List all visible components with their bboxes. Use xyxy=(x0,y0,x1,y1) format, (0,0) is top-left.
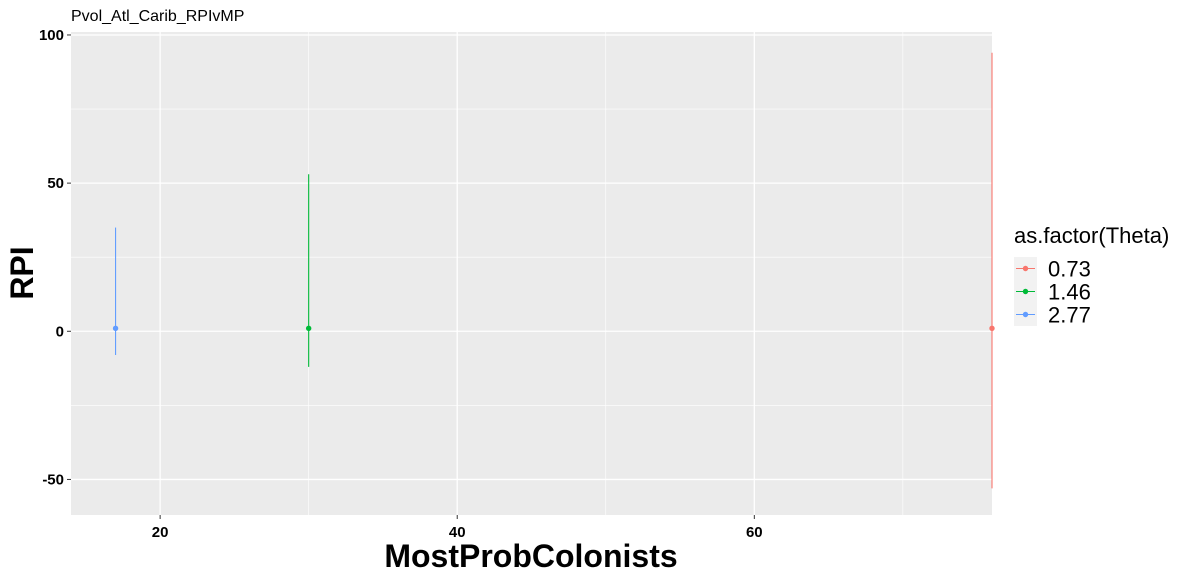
legend-label-2.77: 2.77 xyxy=(1048,303,1091,328)
legend-label-0.73: 0.73 xyxy=(1048,257,1091,282)
grid-major xyxy=(71,32,992,515)
legend: as.factor(Theta) 0.731.462.77 xyxy=(1014,223,1169,328)
x-axis-title: MostProbColonists xyxy=(384,538,677,574)
y-tick-label: 100 xyxy=(39,27,64,44)
legend-key-point xyxy=(1022,311,1029,318)
data-point-2.77 xyxy=(112,325,119,332)
data-marks xyxy=(112,52,995,489)
legend-item-2.77: 2.77 xyxy=(1014,303,1091,328)
y-tick-label: -50 xyxy=(42,471,64,488)
legend-item-0.73: 0.73 xyxy=(1014,257,1091,282)
y-tick-label: 0 xyxy=(56,323,64,340)
x-tick-label: 40 xyxy=(449,524,466,541)
legend-item-1.46: 1.46 xyxy=(1014,280,1091,305)
y-axis-title: RPI xyxy=(4,246,40,299)
legend-key-point xyxy=(1022,288,1029,295)
legend-key-point xyxy=(1022,265,1029,272)
data-point-1.46 xyxy=(305,325,312,332)
plot-panel xyxy=(71,32,992,515)
data-point-0.73 xyxy=(989,325,995,332)
chart-title: Pvol_Atl_Carib_RPIvMP xyxy=(71,8,244,25)
y-axis: -50 0 50 100 xyxy=(39,27,71,488)
legend-keys: 0.731.462.77 xyxy=(1014,257,1091,328)
legend-label-1.46: 1.46 xyxy=(1048,280,1091,305)
x-tick-label: 60 xyxy=(746,524,763,541)
x-axis: 20 40 60 xyxy=(152,515,763,541)
y-tick-label: 50 xyxy=(47,175,64,192)
legend-title: as.factor(Theta) xyxy=(1014,223,1169,248)
x-tick-label: 20 xyxy=(152,524,169,541)
grid-minor xyxy=(71,32,992,515)
